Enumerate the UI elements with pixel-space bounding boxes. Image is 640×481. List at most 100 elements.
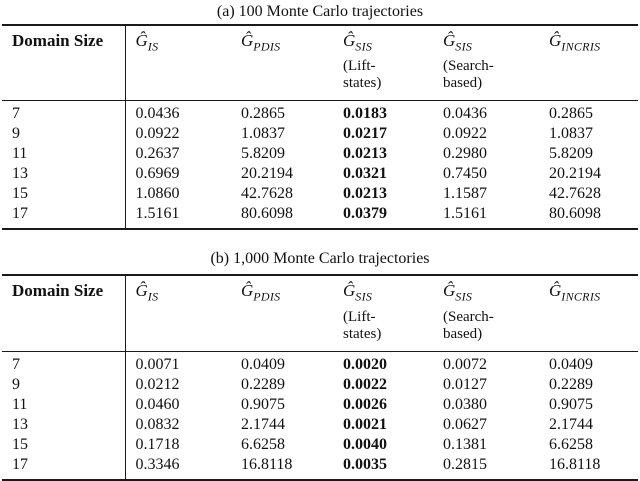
cell-g-is: 0.0832 — [135, 415, 180, 433]
col-header-g-sis-search: ĜSIS (Search- based) — [433, 275, 539, 351]
col-header-g-is: ĜIS — [125, 25, 231, 101]
table-row: 9 0.0922 1.0837 0.0217 0.0922 1.0837 — [2, 124, 638, 145]
table-b-header-row: Domain Size ĜIS ĜPDIS ĜSIS (Lift- states… — [2, 275, 638, 352]
math-g-sis: ĜSIS — [343, 281, 373, 304]
cell-g-sis-lift: 0.0321 — [343, 165, 387, 183]
cell-g-sis-lift: 0.0022 — [343, 375, 387, 393]
cell-g-sis-lift: 0.0379 — [343, 205, 387, 223]
cell-g-is: 0.0071 — [135, 355, 180, 373]
math-g-sis: ĜSIS — [443, 281, 473, 304]
cell-g-incris: 2.1744 — [549, 415, 593, 433]
table-row: 13 0.0832 2.1744 0.0021 0.0627 2.1744 — [2, 414, 638, 435]
cell-g-is: 0.6969 — [135, 165, 180, 183]
col-header-g-incris: ĜINCRIS — [539, 25, 638, 101]
col-header-g-sis-lift: ĜSIS (Lift- states) — [333, 25, 433, 101]
cell-g-pdis: 5.8209 — [241, 145, 285, 163]
cell-g-sis-lift: 0.0217 — [343, 125, 387, 143]
cell-g-sis-search: 0.1381 — [443, 435, 487, 453]
cell-g-sis-search: 0.0072 — [443, 355, 487, 373]
cell-g-pdis: 2.1744 — [241, 415, 285, 433]
cell-g-sis-search: 0.0436 — [443, 105, 487, 123]
cell-g-sis-search: 0.0380 — [443, 395, 487, 413]
qualifier-lift-states: (Lift- states) — [343, 58, 382, 92]
cell-g-pdis: 16.8118 — [241, 455, 293, 473]
cell-g-sis-lift: 0.0040 — [343, 435, 387, 453]
cell-g-is: 1.0860 — [135, 185, 180, 203]
cell-domain-size: 11 — [2, 144, 126, 165]
cell-domain-size: 7 — [2, 100, 126, 125]
cell-g-sis-search: 0.0627 — [443, 415, 487, 433]
cell-domain-size: 15 — [2, 184, 126, 205]
cell-g-pdis: 0.2289 — [241, 375, 285, 393]
cell-g-incris: 0.9075 — [549, 395, 593, 413]
cell-g-is: 0.1718 — [135, 435, 180, 453]
cell-g-pdis: 0.2865 — [241, 105, 285, 123]
col-header-g-sis-lift: ĜSIS (Lift- states) — [333, 275, 433, 351]
col-header-domain-size: Domain Size — [2, 25, 126, 101]
table-row: 11 0.0460 0.9075 0.0026 0.0380 0.9075 — [2, 394, 638, 415]
cell-g-pdis: 20.2194 — [241, 165, 293, 183]
cell-domain-size: 17 — [2, 204, 126, 230]
cell-domain-size: 15 — [2, 434, 126, 455]
math-g-pdis: ĜPDIS — [241, 31, 281, 54]
cell-g-incris: 0.2289 — [549, 375, 593, 393]
math-g-incris: ĜINCRIS — [549, 31, 601, 54]
cell-g-sis-lift: 0.0183 — [343, 105, 387, 123]
table-b-block: (b) 1,000 Monte Carlo trajectories Domai… — [0, 230, 640, 481]
cell-g-is: 0.3346 — [135, 455, 180, 473]
table-a-caption: (a) 100 Monte Carlo trajectories — [216, 3, 424, 20]
cell-g-sis-search: 0.7450 — [443, 165, 487, 183]
table-row: 17 0.3346 16.8118 0.0035 0.2815 16.8118 — [2, 454, 638, 480]
cell-g-pdis: 0.9075 — [241, 395, 285, 413]
table-row: 13 0.6969 20.2194 0.0321 0.7450 20.2194 — [2, 164, 638, 185]
table-row: 7 0.0071 0.0409 0.0020 0.0072 0.0409 — [2, 351, 638, 375]
cell-g-is: 0.2637 — [135, 145, 180, 163]
cell-g-is: 0.0436 — [135, 105, 180, 123]
math-g-is: ĜIS — [135, 281, 159, 304]
cell-g-pdis: 42.7628 — [241, 185, 293, 203]
cell-g-is: 0.0922 — [135, 125, 180, 143]
cell-g-incris: 0.2865 — [549, 105, 593, 123]
cell-g-pdis: 1.0837 — [241, 125, 285, 143]
cell-g-sis-search: 0.0127 — [443, 375, 487, 393]
col-header-g-pdis: ĜPDIS — [231, 25, 333, 101]
cell-g-sis-search: 1.1587 — [443, 185, 487, 203]
table-a-block: (a) 100 Monte Carlo trajectories Domain … — [0, 0, 640, 231]
cell-g-is: 0.0212 — [135, 375, 180, 393]
table-row: 11 0.2637 5.8209 0.0213 0.2980 5.8209 — [2, 144, 638, 165]
cell-g-is: 0.0460 — [135, 395, 180, 413]
cell-domain-size: 9 — [2, 374, 126, 395]
col-header-g-incris: ĜINCRIS — [539, 275, 638, 351]
cell-g-pdis: 0.0409 — [241, 355, 285, 373]
cell-g-is: 1.5161 — [135, 205, 180, 223]
cell-g-sis-lift: 0.0020 — [343, 355, 387, 373]
cell-g-pdis: 80.6098 — [241, 205, 293, 223]
cell-domain-size: 13 — [2, 164, 126, 185]
cell-domain-size: 9 — [2, 124, 126, 145]
cell-g-incris: 6.6258 — [549, 435, 593, 453]
col-header-g-is: ĜIS — [125, 275, 231, 351]
col-header-g-pdis: ĜPDIS — [231, 275, 333, 351]
table-a-header-row: Domain Size ĜIS ĜPDIS ĜSIS (Lift- states… — [2, 25, 638, 101]
col-header-domain-size: Domain Size — [2, 275, 126, 352]
cell-g-incris: 1.0837 — [549, 125, 593, 143]
cell-g-sis-search: 1.5161 — [443, 205, 487, 223]
cell-g-incris: 0.0409 — [549, 355, 593, 373]
cell-g-pdis: 6.6258 — [241, 435, 285, 453]
cell-g-sis-lift: 0.0021 — [343, 415, 387, 433]
math-g-is: ĜIS — [135, 31, 159, 54]
math-g-incris: ĜINCRIS — [549, 281, 601, 304]
table-b-caption: (b) 1,000 Monte Carlo trajectories — [210, 250, 430, 268]
cell-g-sis-search: 0.2815 — [443, 455, 487, 473]
cell-domain-size: 17 — [2, 454, 126, 480]
table-row: 7 0.0436 0.2865 0.0183 0.0436 0.2865 — [2, 100, 638, 125]
cell-domain-size: 13 — [2, 414, 126, 435]
cell-domain-size: 11 — [2, 394, 126, 415]
math-g-pdis: ĜPDIS — [241, 281, 281, 304]
table-row: 17 1.5161 80.6098 0.0379 1.5161 80.6098 — [2, 204, 638, 230]
math-g-sis: ĜSIS — [443, 31, 473, 54]
cell-g-sis-search: 0.0922 — [443, 125, 487, 143]
cell-g-incris: 80.6098 — [549, 205, 601, 223]
cell-g-incris: 16.8118 — [549, 455, 601, 473]
